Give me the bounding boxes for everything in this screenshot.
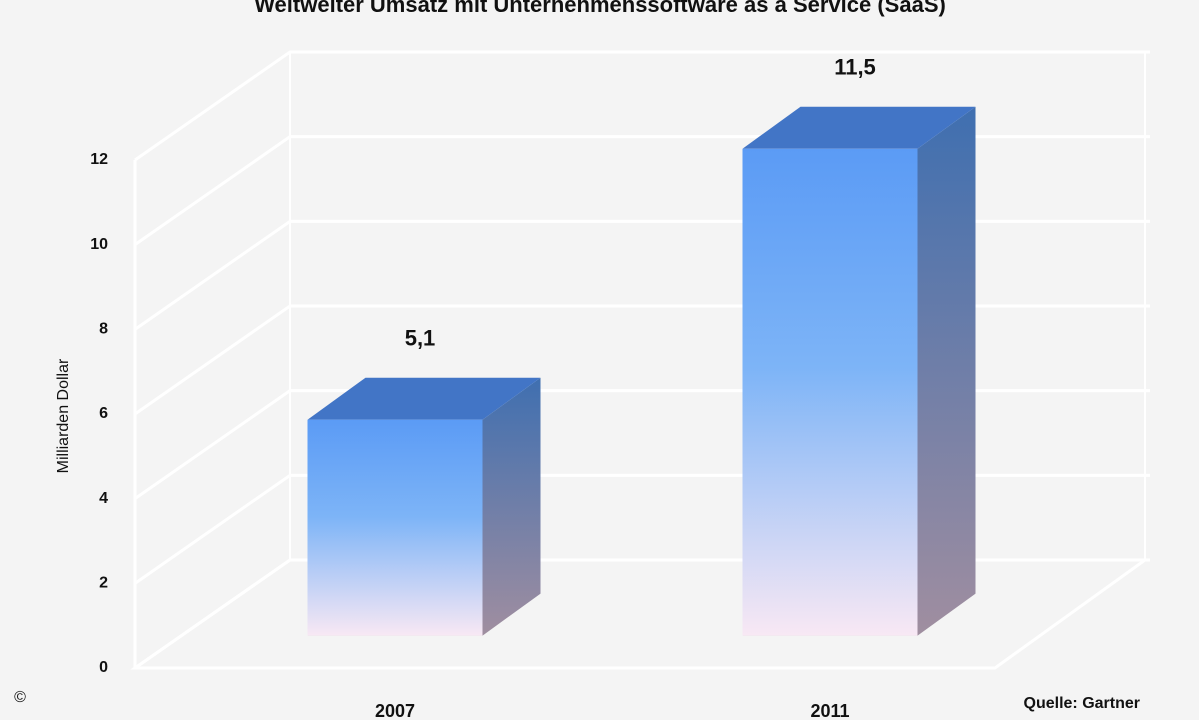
y-tick-label: 12 bbox=[90, 151, 108, 168]
chart-title: Weltweiter Umsatz mit Unternehmenssoftwa… bbox=[254, 0, 946, 17]
floor bbox=[130, 558, 1150, 670]
bar bbox=[307, 419, 483, 636]
copyright: © bbox=[14, 689, 26, 706]
x-tick-label: 2007 bbox=[375, 701, 415, 720]
y-tick-label: 4 bbox=[99, 490, 108, 507]
value-label: 11,5 bbox=[834, 55, 876, 80]
value-label: 5,1 bbox=[405, 326, 436, 351]
bar-top bbox=[742, 106, 976, 149]
y-axis-label: Milliarden Dollar bbox=[55, 358, 72, 473]
bar-top bbox=[307, 377, 541, 420]
bar-side bbox=[482, 377, 541, 636]
bar bbox=[742, 148, 918, 636]
y-tick-label: 0 bbox=[99, 659, 108, 676]
bar-side bbox=[917, 106, 976, 636]
y-tick-label: 6 bbox=[99, 405, 108, 422]
y-tick-label: 2 bbox=[99, 575, 108, 592]
grid-line bbox=[134, 50, 1150, 162]
y-tick-label: 10 bbox=[90, 236, 108, 253]
x-tick-label: 2011 bbox=[810, 701, 849, 720]
source: Quelle: Gartner bbox=[1024, 695, 1140, 712]
y-tick-label: 8 bbox=[99, 321, 108, 338]
